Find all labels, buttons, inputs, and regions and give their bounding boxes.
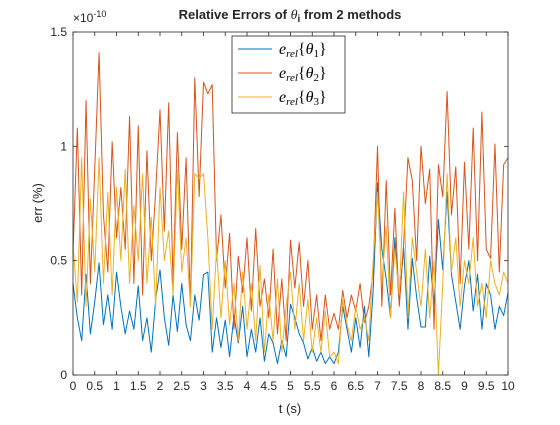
x-tick-label: 2.5 [173, 379, 190, 393]
series-layer [72, 52, 509, 376]
title-prefix: Relative Errors of [179, 7, 291, 22]
x-tick-label: 5.5 [304, 379, 321, 393]
y-exponent-base: ×10 [73, 11, 94, 25]
y-tick-label: 0.5 [50, 254, 67, 268]
title-suffix: from 2 methods [300, 7, 401, 22]
x-tick-label: 10 [501, 379, 515, 393]
x-tick-label: 7 [374, 379, 381, 393]
x-tick-label: 4 [244, 379, 251, 393]
x-tick-label: 3.5 [217, 379, 234, 393]
chart-title: Relative Errors of θi from 2 methods [179, 7, 402, 25]
y-tick-label: 1 [60, 139, 67, 153]
y-exponent-power: -10 [93, 9, 106, 19]
series-line-3 [72, 157, 509, 376]
series-line-2 [72, 52, 509, 342]
x-tick-label: 1.5 [130, 379, 147, 393]
x-tick-label: 5 [287, 379, 294, 393]
y-exponent-label: ×10-10 [73, 9, 106, 25]
x-tick-label: 9.5 [478, 379, 495, 393]
x-tick-label: 8 [418, 379, 425, 393]
tick-layer: 0 0.5 1 1.5 2 2.5 3 3.5 4 4.5 5 5.5 6 6.5 7 7.5 8 8.5 9 9.5… [50, 25, 515, 393]
legend-label-2: erel{θ2} [279, 65, 327, 84]
y-axis-label: err (%) [30, 183, 45, 223]
x-tick-label: 2 [157, 379, 164, 393]
x-tick-label: 8.5 [434, 379, 451, 393]
title-theta: θ [291, 8, 298, 23]
x-tick-label: 6 [331, 379, 338, 393]
x-tick-label: 0 [70, 379, 77, 393]
x-tick-label: 7.5 [391, 379, 408, 393]
x-axis-label: t (s) [279, 401, 301, 416]
title-subscript: i [297, 14, 300, 25]
legend-items: erel{θ1} erel{θ2} erel{θ3} [238, 41, 327, 108]
legend: erel{θ1} erel{θ2} erel{θ3} [231, 35, 346, 114]
legend-label-1: erel{θ1} [279, 41, 327, 60]
y-tick-label: 1.5 [50, 25, 67, 39]
x-tick-label: 3 [200, 379, 207, 393]
x-tick-label: 0.5 [86, 379, 103, 393]
x-tick-label: 6.5 [347, 379, 364, 393]
x-tick-label: 9 [461, 379, 468, 393]
y-tick-label: 0 [60, 368, 67, 382]
x-tick-label: 1 [113, 379, 120, 393]
x-tick-label: 4.5 [260, 379, 277, 393]
legend-label-3: erel{θ3} [279, 89, 327, 108]
